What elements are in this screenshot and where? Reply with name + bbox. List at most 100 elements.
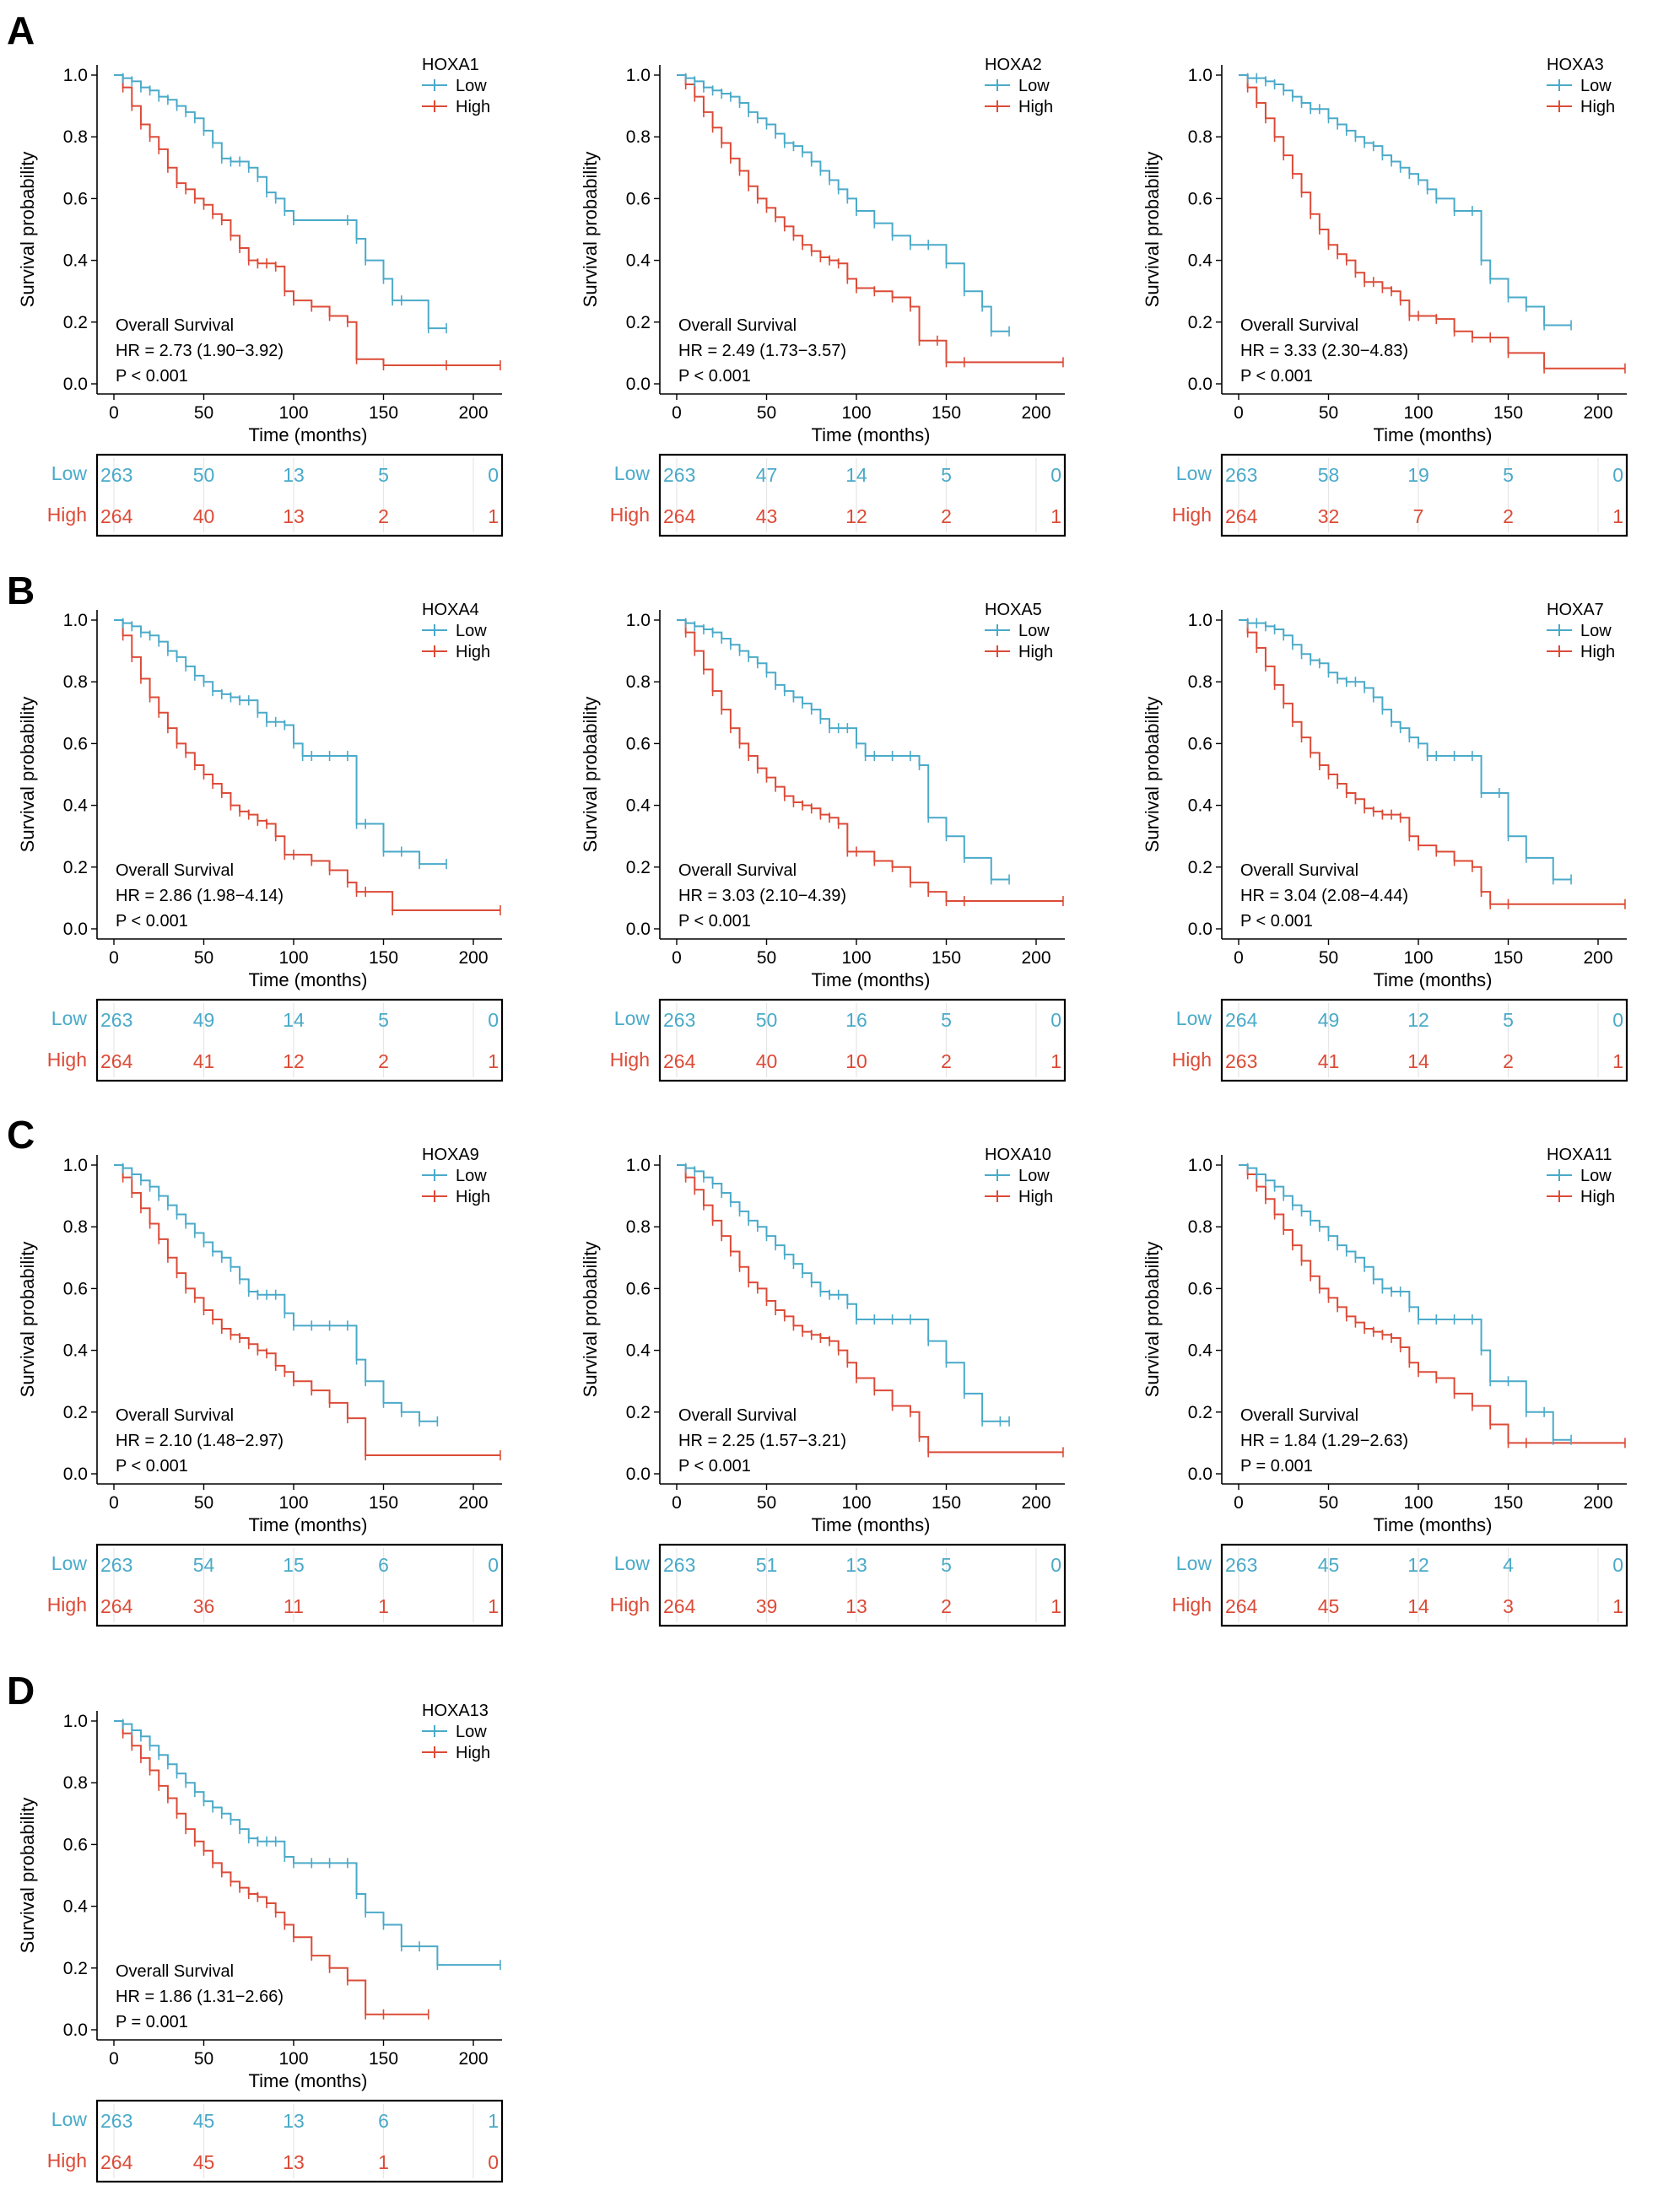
risk-row-label-low: Low [51, 1552, 88, 1574]
risk-count-low: 47 [756, 464, 778, 486]
risk-count-low: 5 [941, 1009, 952, 1031]
y-tick-label: 1.0 [63, 1712, 88, 1731]
risk-table-frame [658, 998, 1067, 1082]
y-tick-label: 0.2 [63, 313, 88, 332]
y-tick-label: 0.8 [1188, 672, 1212, 692]
x-tick-label: 50 [194, 948, 213, 968]
x-tick-label: 200 [1021, 948, 1050, 968]
hazard-ratio: HR = 2.73 (1.90−3.92) [116, 342, 284, 360]
p-value: P < 0.001 [678, 912, 751, 931]
legend-title: HOXA9 [422, 1146, 479, 1164]
risk-count-high: 13 [845, 1595, 867, 1617]
y-tick-label: 0.6 [63, 1835, 88, 1854]
risk-row-label-high: High [1172, 1594, 1212, 1616]
x-tick-label: 150 [932, 948, 961, 968]
legend-title: HOXA13 [422, 1702, 489, 1720]
risk-count-low: 263 [663, 464, 695, 486]
risk-count-low: 0 [488, 464, 499, 486]
x-axis-title: Time (months) [1374, 1514, 1493, 1535]
y-tick-label: 0.0 [1188, 1465, 1212, 1484]
risk-count-low: 49 [193, 1009, 215, 1031]
y-tick-label: 0.2 [1188, 313, 1212, 332]
risk-count-high: 13 [283, 505, 305, 527]
km-curve-low [1239, 1164, 1572, 1441]
y-tick-label: 0.4 [63, 251, 89, 271]
x-tick-label: 0 [672, 1493, 682, 1513]
risk-count-high: 264 [100, 505, 133, 527]
y-tick-label: 1.0 [63, 1156, 88, 1175]
risk-count-low: 263 [100, 464, 132, 486]
risk-count-low: 263 [100, 1009, 132, 1031]
panel-letter-d: D [7, 1669, 35, 1713]
y-tick-label: 0.0 [63, 375, 88, 394]
risk-count-high: 2 [1503, 505, 1514, 527]
risk-count-high: 1 [488, 1595, 499, 1617]
x-tick-label: 200 [458, 403, 488, 423]
y-axis-title: Survival probability [17, 1798, 38, 1954]
risk-count-high: 36 [193, 1595, 215, 1617]
risk-table-frame [95, 453, 504, 537]
km-curve-low [114, 74, 447, 330]
legend-title: HOXA7 [1547, 601, 1604, 619]
legend-label-low: Low [456, 1167, 487, 1185]
x-tick-label: 200 [1583, 403, 1612, 423]
y-tick-label: 0.0 [63, 2020, 88, 2040]
risk-count-low: 16 [845, 1009, 867, 1031]
risk-count-high: 264 [663, 505, 696, 527]
y-axis-title: Survival probability [17, 1242, 38, 1398]
risk-count-high: 12 [845, 505, 867, 527]
annotation-title: Overall Survival [1240, 861, 1358, 880]
legend-label-high: High [1580, 98, 1615, 116]
y-tick-label: 0.0 [1188, 920, 1212, 939]
risk-count-high: 2 [941, 1050, 952, 1072]
hazard-ratio: HR = 1.84 (1.29−2.63) [1240, 1432, 1408, 1450]
risk-count-high: 263 [1225, 1050, 1257, 1072]
x-tick-label: 0 [109, 1493, 119, 1513]
km-curve-high [114, 1164, 500, 1457]
risk-count-low: 49 [1318, 1009, 1340, 1031]
y-tick-label: 0.6 [1188, 1279, 1212, 1298]
x-tick-label: 200 [458, 948, 488, 968]
risk-count-high: 1 [378, 1595, 389, 1617]
y-tick-label: 0.8 [63, 127, 88, 147]
risk-table-frame [95, 1543, 504, 1627]
x-tick-label: 150 [369, 1493, 398, 1513]
x-tick-label: 50 [194, 2049, 213, 2069]
x-tick-label: 100 [1403, 1493, 1433, 1513]
x-tick-label: 100 [841, 403, 871, 423]
risk-row-label-low: Low [51, 462, 88, 484]
risk-count-high: 264 [1225, 505, 1258, 527]
y-tick-label: 0.6 [63, 1279, 88, 1298]
hazard-ratio: HR = 2.10 (1.48−2.97) [116, 1432, 284, 1450]
y-tick-label: 1.0 [1188, 611, 1212, 630]
risk-count-high: 264 [1225, 1595, 1258, 1617]
legend-label-high: High [1580, 643, 1615, 661]
risk-table-frame [95, 998, 504, 1082]
y-tick-label: 0.8 [63, 1217, 88, 1237]
legend-label-low: Low [1580, 622, 1612, 640]
risk-count-low: 15 [283, 1554, 305, 1576]
risk-row-label-low: Low [614, 1552, 651, 1574]
legend-label-high: High [456, 1188, 490, 1206]
legend-title: HOXA1 [422, 56, 479, 74]
y-tick-label: 1.0 [626, 1156, 651, 1175]
risk-row-label-high: High [1172, 504, 1212, 526]
y-tick-label: 1.0 [63, 611, 88, 630]
y-tick-label: 0.4 [63, 796, 89, 816]
y-axis-title: Survival probability [17, 152, 38, 308]
risk-count-high: 14 [1407, 1595, 1429, 1617]
panel-letter-b: B [7, 569, 35, 612]
x-tick-label: 200 [458, 2049, 488, 2069]
risk-count-low: 0 [1612, 1009, 1623, 1031]
risk-count-low: 6 [378, 1554, 389, 1576]
annotation-title: Overall Survival [1240, 1406, 1358, 1425]
x-tick-label: 150 [1493, 1493, 1523, 1513]
annotation-title: Overall Survival [678, 1406, 797, 1425]
y-tick-label: 0.8 [63, 672, 88, 692]
risk-row-label-low: Low [614, 462, 651, 484]
p-value: P = 0.001 [1240, 1457, 1313, 1476]
risk-count-low: 50 [756, 1009, 778, 1031]
y-tick-label: 0.2 [63, 1403, 88, 1422]
